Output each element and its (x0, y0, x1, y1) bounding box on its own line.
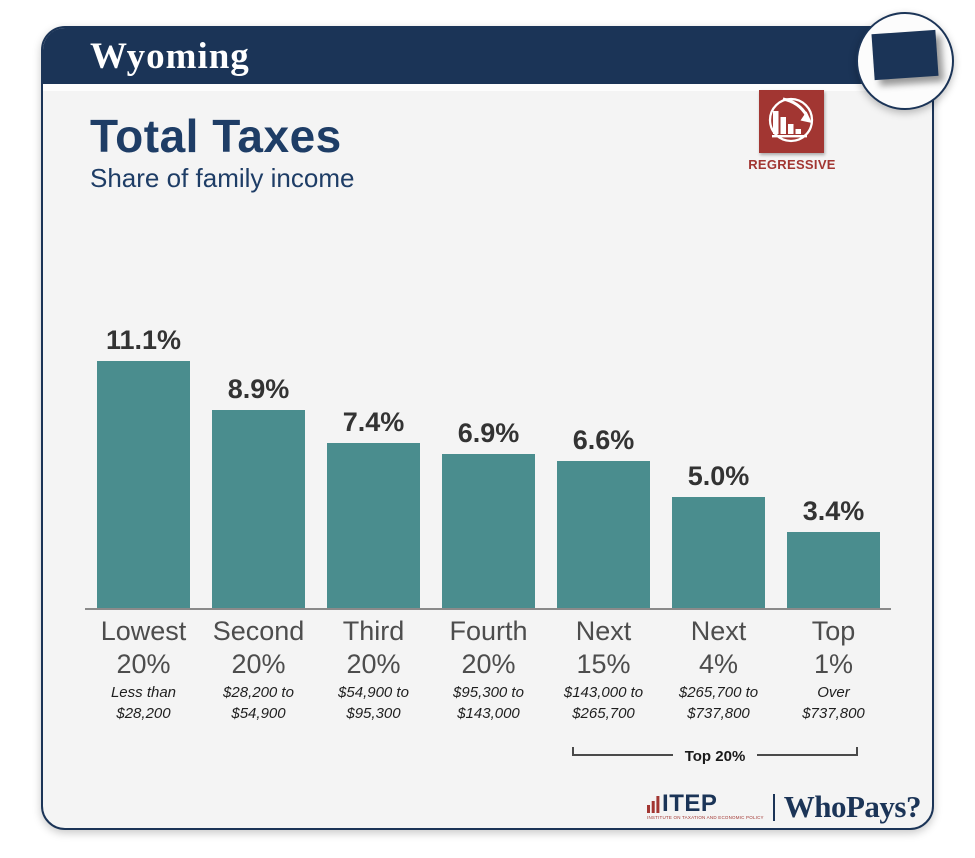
category-label: Top 1% (811, 616, 856, 679)
bar-value-label: 5.0% (687, 460, 750, 491)
bar-column: 6.9% (442, 418, 535, 608)
income-range-label: $95,300 to $143,000 (453, 684, 524, 722)
category-label: Second 20% (212, 616, 305, 679)
itep-caption: INSTITUTE ON TAXATION AND ECONOMIC POLIC… (647, 815, 764, 820)
bar-value-label: 6.9% (457, 418, 520, 449)
bar (442, 454, 535, 608)
bar-column: 7.4% (327, 407, 420, 608)
state-shape-badge (856, 12, 954, 110)
bracket-label: Top 20% (684, 748, 746, 765)
category-label: Next 15% (575, 616, 632, 679)
itep-logo: ITEP INSTITUTE ON TAXATION AND ECONOMIC … (647, 790, 764, 820)
bar (97, 360, 190, 608)
income-range-label: Less than $28,200 (110, 684, 177, 722)
bar-column: 8.9% (212, 373, 305, 608)
page-subtitle: Share of family income (90, 163, 355, 193)
regressive-label: REGRESSIVE (748, 157, 836, 172)
bracket-left-tick (572, 747, 574, 756)
bar (327, 443, 420, 608)
x-axis-baseline (85, 608, 891, 610)
bar-value-label: 11.1% (105, 324, 182, 355)
category-labels-row: Lowest 20% Second 20% Third 20% Fourth 20% Next 1… (97, 615, 880, 681)
bracket-left-line (574, 754, 673, 756)
page-title: Total Taxes (90, 110, 342, 162)
state-name-title: Wyoming (90, 35, 250, 77)
bar-value-label: 3.4% (802, 496, 865, 527)
bar-value-label: 7.4% (342, 407, 405, 437)
bracket-right-line (757, 754, 857, 756)
bar-value-label: 8.9% (227, 373, 290, 404)
top20-bracket: Top 20% (572, 747, 859, 764)
bar-chart: 11.1% 8.9% 7.4% 6.9% 6.6% 5.0% 3.4% Lowest 20% S… (85, 325, 891, 775)
bracket-right-tick (856, 747, 859, 756)
itep-logo-top: ITEP (647, 790, 718, 817)
footer-divider (772, 793, 775, 821)
bar (787, 532, 880, 608)
card-header-bar: Wyoming (43, 28, 932, 84)
bar-value-label: 6.6% (572, 424, 635, 455)
footer-logos: ITEP INSTITUTE ON TAXATION AND ECONOMIC … (647, 789, 922, 825)
income-range-label: $265,700 to $737,800 (678, 684, 759, 722)
bar-column: 11.1% (97, 324, 190, 608)
category-label: Third 20% (342, 616, 405, 679)
income-range-label: $54,900 to $95,300 (338, 684, 409, 722)
category-label: Lowest 20% (100, 616, 187, 679)
category-label: Next 4% (690, 616, 747, 679)
bar-column: 3.4% (787, 496, 880, 608)
bar (212, 409, 305, 608)
income-range-label: $143,000 to $265,700 (563, 684, 644, 722)
bar (557, 460, 650, 608)
income-range-labels-row: Less than $28,200 $28,200 to $54,900 $54,900… (97, 682, 880, 724)
income-range-label: $28,200 to $54,900 (223, 684, 294, 722)
ascending-bars-icon (647, 796, 660, 813)
bar-column: 6.6% (557, 425, 650, 608)
category-label: Fourth 20% (449, 616, 528, 679)
income-range-label: Over $737,800 (802, 684, 865, 722)
whopays-wordmark: WhoPays? (783, 789, 922, 824)
bar-column: 5.0% (672, 460, 765, 608)
regressive-badge (759, 90, 824, 153)
declining-bar-chart-arrow-icon (768, 97, 814, 143)
itep-wordmark: ITEP (662, 790, 718, 817)
bar (672, 496, 765, 608)
wyoming-state-shape-icon (871, 29, 939, 81)
header-divider (43, 84, 932, 91)
bars-row: 11.1% 8.9% 7.4% 6.9% 6.6% 5.0% 3.4% (97, 325, 880, 608)
